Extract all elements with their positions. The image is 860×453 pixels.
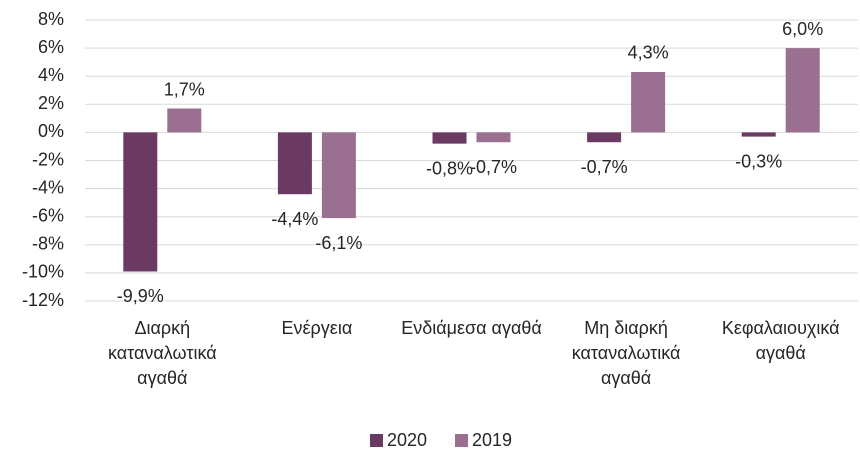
y-tick-label: 4% — [38, 65, 64, 85]
data-label: -0,7% — [581, 157, 628, 177]
data-label: -4,4% — [271, 209, 318, 229]
x-tick-label: Μη διαρκή καταναλωτικά αγαθά — [571, 318, 681, 388]
x-tick-label: Διαρκή καταναλωτικά αγαθά — [107, 318, 217, 388]
bar — [631, 71, 666, 133]
y-tick-label: 8% — [38, 9, 64, 29]
bar — [476, 132, 511, 143]
y-tick-label: -6% — [32, 205, 64, 225]
legend-swatch — [370, 434, 383, 447]
data-label: 1,7% — [164, 79, 205, 99]
y-tick-label: -2% — [32, 149, 64, 169]
data-label: -0,3% — [735, 151, 782, 171]
bar — [167, 108, 202, 133]
y-tick-label: -8% — [32, 234, 64, 254]
legend-label: 2019 — [472, 430, 512, 450]
legend-swatch — [455, 434, 468, 447]
y-tick-label: 0% — [38, 121, 64, 141]
legend-label: 2020 — [387, 430, 427, 450]
bar — [587, 132, 622, 143]
x-tick-label: Ενδιάμεσα αγαθά — [401, 318, 542, 338]
data-label: -9,9% — [117, 286, 164, 306]
y-tick-label: -4% — [32, 177, 64, 197]
x-tick-label: Ενέργεια — [281, 318, 353, 338]
data-label: -0,8% — [426, 158, 473, 178]
bar — [785, 48, 820, 133]
data-label: 4,3% — [628, 43, 669, 63]
y-tick-label: -10% — [22, 262, 64, 282]
bar — [741, 132, 776, 137]
data-label: 6,0% — [782, 19, 823, 39]
bar — [321, 132, 356, 219]
x-tick-label: Κεφαλαιουχικά αγαθά — [721, 318, 840, 363]
data-label: -6,1% — [315, 233, 362, 253]
bar — [432, 132, 467, 144]
y-tick-label: -12% — [22, 290, 64, 310]
bar — [123, 132, 158, 272]
y-tick-label: 2% — [38, 93, 64, 113]
data-label: -0,7% — [470, 157, 517, 177]
y-tick-label: 6% — [38, 37, 64, 57]
bar — [277, 132, 312, 195]
